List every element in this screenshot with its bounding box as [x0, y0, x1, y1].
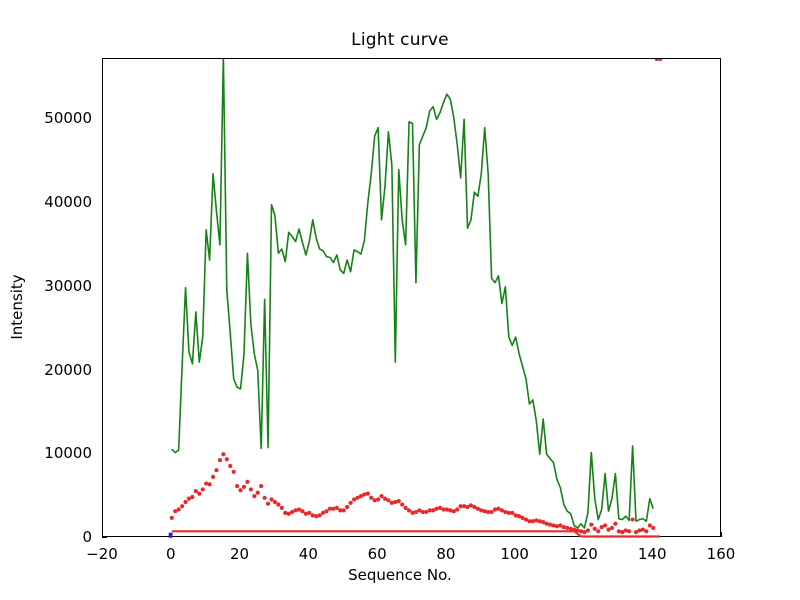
x-tick-label: 20	[230, 545, 250, 563]
series-green-curve	[171, 59, 654, 529]
chart-title: Light curve	[351, 30, 449, 50]
x-tick-label: −20	[86, 545, 118, 563]
x-tick-label: 140	[637, 545, 667, 563]
x-tick-mark	[721, 532, 723, 537]
x-tick-label: 60	[367, 545, 387, 563]
x-tick-label: 100	[500, 545, 529, 563]
y-tick-label: 20000	[44, 360, 92, 379]
x-tick-label: 160	[706, 545, 736, 563]
x-tick-label: 40	[298, 545, 318, 563]
y-tick-label: 30000	[44, 276, 92, 295]
y-tick-label: 50000	[44, 109, 92, 128]
y-tick-label: 10000	[44, 444, 92, 463]
x-axis-label: Sequence No.	[348, 566, 452, 584]
y-tick-label: 40000	[44, 193, 92, 212]
plot-svg	[168, 59, 663, 538]
x-tick-label: 0	[165, 545, 176, 563]
x-tick-label: 80	[436, 545, 456, 563]
plot-area	[102, 58, 721, 538]
x-tick-label: 120	[569, 545, 598, 563]
y-tick-label: 0	[82, 528, 92, 546]
series-red-dotted-curve	[169, 59, 663, 535]
series-red-baseline-line	[171, 530, 661, 538]
y-tick-mark	[102, 537, 107, 539]
